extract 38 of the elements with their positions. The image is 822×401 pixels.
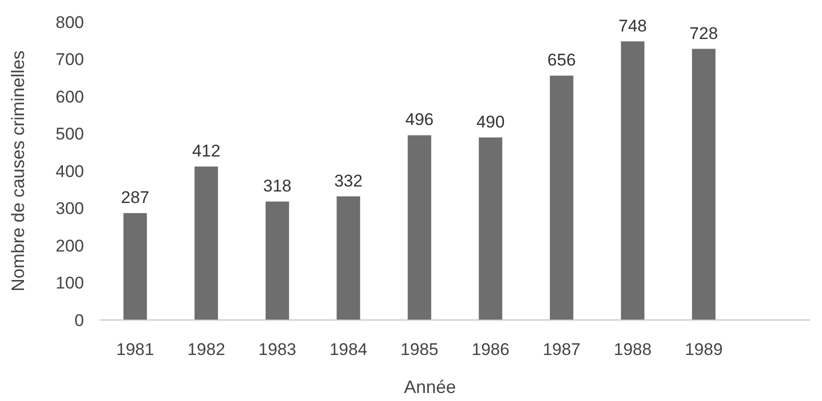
y-tick-label: 600 — [56, 87, 84, 106]
y-tick-label: 300 — [56, 199, 84, 218]
y-tick-label: 400 — [56, 162, 84, 181]
bar — [266, 202, 290, 320]
data-label: 332 — [334, 171, 363, 190]
bar — [478, 137, 502, 320]
x-tick-label: 1982 — [187, 340, 226, 359]
y-tick-label: 0 — [74, 310, 84, 330]
bar — [336, 196, 360, 320]
data-label: 728 — [690, 24, 718, 43]
x-axis-title: Année — [404, 377, 456, 397]
data-label: 318 — [263, 176, 292, 196]
bar — [692, 48, 716, 320]
bar — [550, 76, 574, 320]
bar — [408, 135, 432, 320]
data-label: 656 — [547, 50, 576, 70]
bar — [123, 213, 147, 320]
data-label: 496 — [405, 110, 434, 130]
data-label: 748 — [618, 16, 647, 36]
bar — [194, 166, 218, 320]
x-tick-label: 1988 — [614, 340, 652, 359]
data-label: 287 — [120, 188, 150, 208]
x-tick-label: 1987 — [542, 340, 581, 359]
x-tick-label: 1981 — [116, 340, 154, 359]
x-tick-label: 1983 — [258, 340, 296, 359]
data-label: 490 — [476, 112, 505, 132]
y-tick-label: 500 — [56, 124, 84, 144]
x-tick-label: 1986 — [472, 340, 510, 359]
data-label: 412 — [192, 142, 220, 161]
bar — [620, 41, 644, 320]
x-tick-label: 1989 — [684, 340, 723, 359]
y-tick-label: 800 — [56, 12, 84, 32]
y-tick-label: 100 — [56, 274, 84, 293]
x-tick-label: 1985 — [400, 340, 438, 359]
y-tick-label: 700 — [56, 50, 84, 70]
x-tick-label: 1984 — [329, 340, 368, 359]
y-axis-title: Nombre de causes criminelles — [8, 50, 28, 292]
y-tick-label: 200 — [56, 236, 84, 256]
